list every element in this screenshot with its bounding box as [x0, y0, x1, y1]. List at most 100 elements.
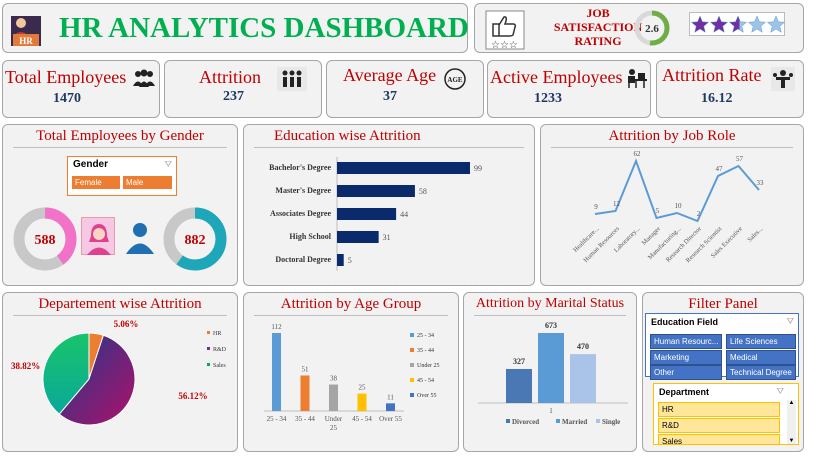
thumbs-up-rating-icon: ☆☆☆	[483, 8, 527, 52]
kpi-active-employees: Active Employees 1233	[487, 60, 651, 118]
x-tick-label: Under	[325, 415, 343, 423]
rating-star-icon	[766, 15, 786, 33]
category-label: High School	[289, 232, 331, 241]
satisfaction-panel: ☆☆☆ JOB SATISFACTION RATING 2.6	[474, 3, 804, 53]
data-label: 5.06%	[114, 319, 139, 329]
bar	[357, 393, 367, 411]
bar	[538, 333, 564, 403]
kpi-label: Attrition	[199, 67, 261, 87]
bar	[570, 354, 596, 403]
bar	[329, 384, 338, 411]
slicer-option-hr[interactable]: HR	[658, 402, 780, 417]
x-tick-label: 1	[549, 407, 553, 415]
data-label: 327	[513, 357, 525, 366]
gender-panel: Total Employees by Gender Gender ⛛ Femal…	[2, 124, 238, 286]
age-icon: AGE	[443, 67, 467, 96]
panel-title: Filter Panel	[688, 296, 758, 312]
x-tick-label: Over 55	[379, 415, 402, 423]
bar	[300, 375, 310, 411]
data-label: 9	[594, 203, 598, 211]
scroll-down-icon[interactable]: ▼	[788, 438, 795, 444]
female-donut: 588	[13, 207, 77, 271]
gender-slicer: Gender ⛛ Female Male	[67, 156, 177, 196]
slicer-scrollbar[interactable]: ▲ ▼	[787, 400, 796, 444]
panel-title: Departement wise Attrition	[38, 296, 202, 312]
hr-logo-icon: HR	[9, 14, 43, 48]
legend-label: Single	[602, 418, 620, 426]
legend-swatch	[207, 363, 210, 366]
legend-label: HR	[213, 331, 221, 337]
legend-swatch	[410, 333, 414, 337]
kpi-label: Active Employees	[490, 67, 623, 87]
data-label: 44	[400, 210, 408, 219]
people-leaving-icon	[277, 67, 307, 96]
satisfaction-gauge: 2.6	[633, 9, 671, 47]
slicer-option-medical[interactable]: Medical	[726, 350, 796, 365]
title-divider	[13, 315, 227, 316]
kpi-label: Average Age	[343, 65, 437, 85]
legend-label: 25 - 34	[417, 333, 434, 339]
x-tick-label: Human Resources	[582, 225, 621, 264]
bar	[337, 231, 379, 243]
data-label: 47	[716, 165, 724, 173]
kpi-value: 237	[223, 89, 244, 104]
age-group-panel: Attrition by Age Group 112 25 - 34 51 35 - …	[243, 292, 459, 452]
education-field-slicer: Education Field ⛛ Human Resourc... Life …	[645, 313, 799, 380]
header-panel: HR HR ANALYTICS DASHBOARD	[2, 3, 469, 53]
slicer-option-other[interactable]: Other	[650, 365, 722, 380]
scroll-up-icon[interactable]: ▲	[788, 400, 795, 406]
job-role-panel: Attrition by Job Role 9 Healthcare... 12 Hu…	[540, 124, 804, 286]
data-label: 33	[757, 179, 765, 187]
panel-title: Attrition by Age Group	[280, 296, 422, 312]
filter-clear-icon[interactable]: ⛛	[776, 386, 784, 396]
legend-swatch	[556, 419, 560, 423]
x-tick-label: 25 - 34	[267, 415, 287, 423]
bar	[386, 403, 395, 411]
legend-swatch	[410, 378, 414, 382]
kpi-label: Total Employees	[5, 67, 127, 87]
slicer-option-marketing[interactable]: Marketing	[650, 350, 722, 365]
slicer-option-sales[interactable]: Sales	[658, 434, 780, 444]
data-label: 12	[613, 200, 621, 208]
legend-swatch	[506, 419, 510, 423]
svg-text:2.6: 2.6	[645, 23, 659, 35]
education-attrition-panel: Education wise Attrition Bachelor's Degr…	[243, 124, 535, 286]
svg-text:AGE: AGE	[447, 76, 463, 84]
rating-star-icon	[690, 15, 710, 33]
title-divider	[551, 147, 793, 148]
slicer-option-female[interactable]: Female	[72, 176, 120, 189]
kpi-value: 37	[383, 89, 397, 104]
data-label: 11	[387, 393, 394, 401]
slicer-option-technical-degree[interactable]: Technical Degree	[726, 365, 796, 380]
page-title: HR ANALYTICS DASHBOARD	[59, 12, 469, 44]
filter-clear-icon[interactable]: ⛛	[164, 159, 172, 169]
slicer-option-rd[interactable]: R&D	[658, 418, 780, 433]
bar	[337, 162, 470, 174]
marital-bar-chart: 327 673 470 1 Divorced Married Single	[478, 321, 628, 426]
slicer-option-male[interactable]: Male	[123, 176, 172, 189]
star-rating	[689, 12, 786, 36]
pie-slice	[58, 334, 136, 426]
slicer-title: Department	[659, 387, 710, 397]
male-icon	[123, 219, 157, 255]
female-count: 588	[35, 233, 56, 248]
data-label: 51	[302, 365, 310, 373]
panel-title: Attrition by Job Role	[608, 128, 736, 144]
filter-clear-icon[interactable]: ⛛	[786, 316, 794, 326]
pie-slice	[42, 332, 90, 415]
department-pie-chart: 5.06% 56.12% 38.82% HR R&D Sales	[11, 319, 227, 426]
bar	[337, 254, 344, 266]
rating-star-icon	[747, 15, 767, 33]
category-label: Associates Degree	[270, 209, 331, 218]
female-icon	[81, 217, 115, 255]
bar	[272, 333, 281, 411]
slicer-option-life-sciences[interactable]: Life Sciences	[726, 334, 796, 349]
slicer-option-human-resources[interactable]: Human Resourc...	[650, 334, 722, 349]
data-label: 57	[736, 155, 744, 163]
rating-star-icon	[728, 15, 748, 33]
legend-swatch	[410, 363, 414, 367]
satisfaction-label: JOB SATISFACTION RATING	[553, 6, 643, 48]
filter-panel: Filter Panel Education Field ⛛ Human Res…	[642, 292, 804, 452]
data-label: 470	[577, 342, 589, 351]
